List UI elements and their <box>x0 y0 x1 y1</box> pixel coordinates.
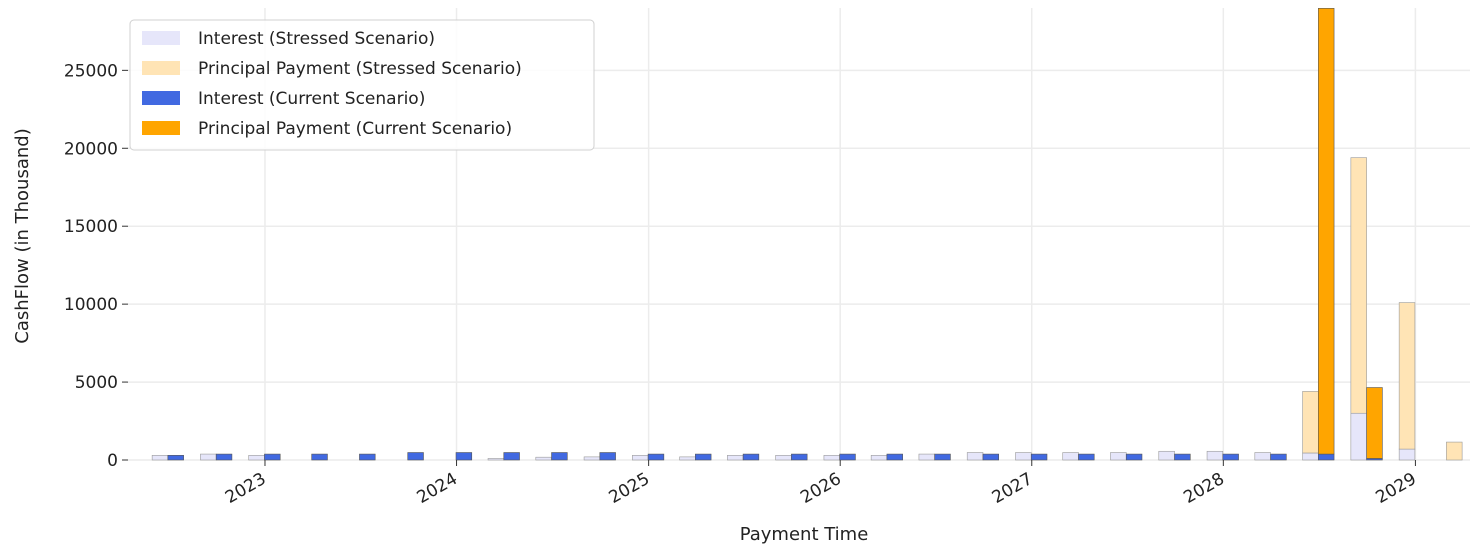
bar-interest-stressed <box>1254 452 1271 461</box>
x-axis-title: Payment Time <box>740 524 869 544</box>
bar-principal-stressed <box>1302 391 1319 454</box>
legend-label: Principal Payment (Current Scenario) <box>198 119 512 139</box>
bars <box>151 8 1463 461</box>
y-tick-label: 0 <box>107 451 118 471</box>
bar-interest-current <box>1174 453 1191 461</box>
bar-interest-stressed <box>248 455 265 461</box>
x-tick-label: 2029 <box>1372 469 1419 508</box>
bar-interest-current <box>1125 453 1143 461</box>
bar-interest-stressed <box>1158 450 1175 461</box>
bar-interest-current <box>215 453 233 461</box>
bar-interest-stressed <box>535 456 552 461</box>
bar-interest-stressed <box>727 455 744 461</box>
bar-interest-stressed <box>632 455 649 461</box>
bar-interest-stressed <box>1302 452 1319 461</box>
y-tick-label: 10000 <box>64 295 118 315</box>
bar-interest-current <box>886 453 903 461</box>
y-tick-label: 5000 <box>75 373 118 393</box>
legend-box <box>129 19 595 151</box>
bar-interest-stressed <box>1110 452 1127 461</box>
bar-interest-stressed <box>1350 412 1367 461</box>
bar-interest-current <box>839 453 856 461</box>
bar-interest-stressed <box>1398 448 1416 461</box>
bar-interest-current <box>599 452 616 461</box>
legend-swatch <box>142 121 180 135</box>
bar-interest-current <box>359 453 376 461</box>
bar-interest-current <box>791 453 808 461</box>
bar-interest-stressed <box>583 456 601 461</box>
x-tick-label: 2024 <box>414 469 461 508</box>
bar-interest-stressed <box>200 453 217 461</box>
bar-interest-stressed <box>679 456 696 461</box>
bar-interest-current <box>742 453 760 461</box>
bar-interest-current <box>934 453 951 461</box>
bar-interest-stressed <box>966 452 984 461</box>
y-tick-label: 25000 <box>64 61 118 81</box>
bar-interest-current <box>1318 453 1335 461</box>
legend-swatch <box>142 91 180 105</box>
bar-interest-current <box>647 453 665 461</box>
x-tick-label: 2027 <box>989 469 1036 508</box>
bar-principal-stressed <box>1350 157 1367 414</box>
bar-interest-stressed <box>870 455 888 461</box>
y-axis-title: CashFlow (in Thousand) <box>12 128 33 343</box>
bar-principal-stressed <box>1398 302 1416 450</box>
bar-principal-current <box>1366 387 1383 459</box>
bar-interest-stressed <box>1062 452 1079 461</box>
y-tick-label: 20000 <box>64 139 118 159</box>
bar-interest-current <box>264 453 281 461</box>
legend: Interest (Stressed Scenario) Principal Pa… <box>129 19 595 151</box>
x-tick-label: 2023 <box>222 469 269 508</box>
bar-interest-stressed <box>918 453 935 461</box>
bar-interest-current <box>982 453 999 461</box>
bar-interest-current <box>1078 453 1095 461</box>
legend-label: Principal Payment (Stressed Scenario) <box>198 59 522 79</box>
bar-interest-current <box>1270 453 1287 461</box>
bar-interest-current <box>311 453 328 461</box>
bar-principal-stressed <box>1446 441 1463 461</box>
bar-interest-current <box>407 452 424 461</box>
bar-interest-current <box>551 452 568 461</box>
x-tick-label: 2028 <box>1180 469 1227 508</box>
bar-interest-current <box>695 453 712 461</box>
bar-interest-current <box>1030 453 1048 461</box>
bar-interest-current <box>167 455 184 461</box>
bar-interest-current <box>455 452 473 461</box>
bar-interest-stressed <box>1206 450 1224 461</box>
bar-interest-stressed <box>151 455 169 461</box>
legend-swatch <box>142 61 180 75</box>
bar-interest-current <box>1222 453 1239 461</box>
y-tick-label: 15000 <box>64 217 118 237</box>
bar-interest-stressed <box>1015 452 1032 461</box>
bar-interest-current <box>503 452 520 461</box>
x-tick-label: 2025 <box>606 469 653 508</box>
legend-label: Interest (Current Scenario) <box>198 89 425 109</box>
bar-interest-stressed <box>487 458 505 461</box>
legend-label: Interest (Stressed Scenario) <box>198 29 435 49</box>
x-tick-label: 2026 <box>797 469 844 508</box>
bar-principal-current <box>1318 8 1335 455</box>
legend-swatch <box>142 31 180 45</box>
bar-interest-stressed <box>775 455 792 461</box>
bar-interest-stressed <box>823 455 840 461</box>
